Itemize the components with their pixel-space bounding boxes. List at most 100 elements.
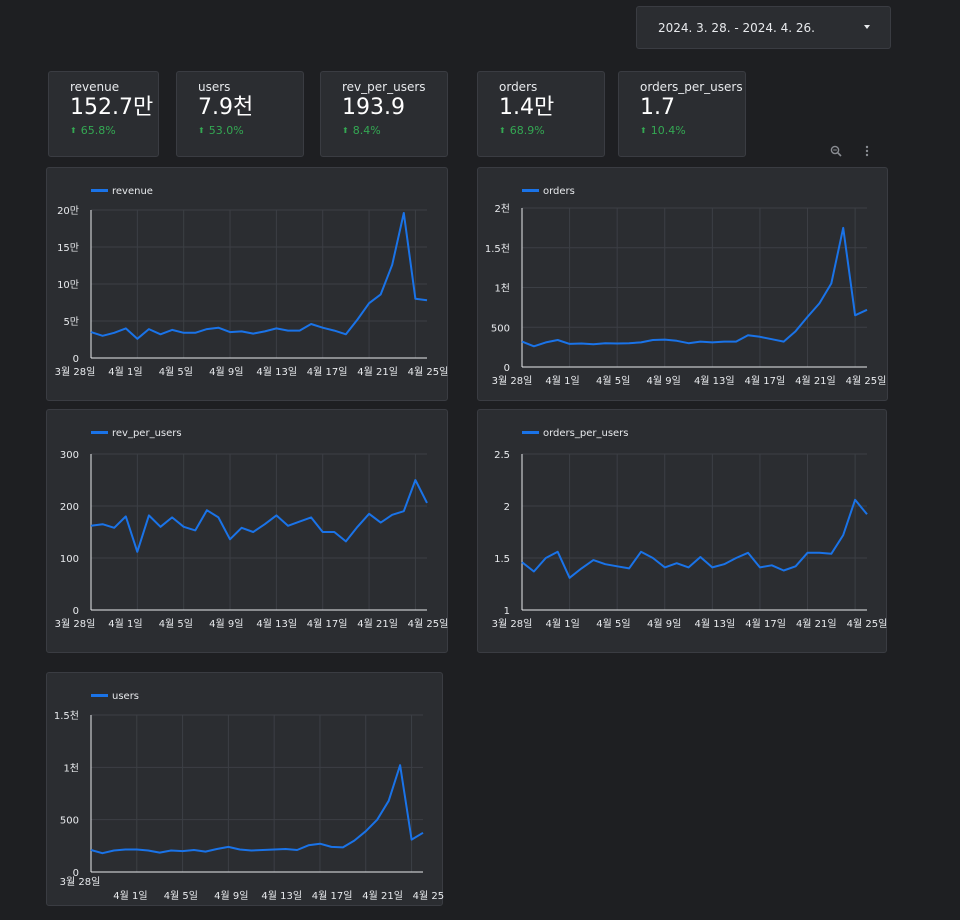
x-tick-label: 4월 21일 [796,618,837,630]
x-tick-label: 3월 28일 [492,375,533,387]
x-tick-label: 4월 21일 [357,366,398,378]
zoom-icon-glyph [830,145,842,157]
scorecard-revenue[interactable]: revenue 152.7만 ⬆ 65.8% [48,71,159,157]
legend-label: users [112,691,139,702]
y-tick-label: 2천 [494,203,510,215]
y-tick-label: 200 [60,502,79,513]
chart-orders-per-users[interactable]: orders_per_users 1 1.5 2 2.5 3월 28일 4월 1일 4월 5일… [477,409,887,653]
x-tick-label: 4월 13일 [261,890,302,902]
scorecard-delta: ⬆ 8.4% [342,124,447,137]
legend-label: rev_per_users [112,428,182,439]
legend-swatch [522,189,539,192]
series-line [90,764,424,855]
legend-label: orders [543,186,575,197]
arrow-up-icon: ⬆ [70,126,77,135]
x-tick-label: 4월 25일 [408,366,449,378]
arrow-up-icon: ⬆ [198,126,205,135]
y-tick-label: 1.5 [494,554,510,565]
legend-label: revenue [112,186,153,197]
x-tick-label: 3월 28일 [492,618,533,630]
scorecard-orders[interactable]: orders 1.4만 ⬆ 68.9% [477,71,605,157]
scorecard-users[interactable]: users 7.9천 ⬆ 53.0% [176,71,304,157]
y-tick-label: 10만 [57,279,79,291]
chart-orders[interactable]: orders 0 500 1천 1.5천 2천 3월 28일 4월 1일 4월 5일 4월 9일 4… [477,167,888,401]
y-tick-label: 1천 [494,283,510,295]
series-line [90,212,428,340]
x-tick-label: 4월 13일 [256,618,297,630]
y-tick-label: 2 [504,502,510,513]
scorecard-value: 7.9천 [198,95,254,120]
y-tick-label: 0 [73,868,79,879]
legend-swatch [522,431,539,434]
y-tick-label: 100 [60,554,79,565]
x-tick-label: 4월 17일 [745,618,786,630]
x-tick-label: 4월 5일 [164,890,198,902]
chart-users[interactable]: users 0 500 1천 1.5천 3월 28일 4월 1일 4월 5일 4월 9일 4월 1… [46,672,444,906]
x-tick-label: 4월 13일 [694,375,735,387]
scorecard-label: rev_per_users [342,80,426,94]
x-tick-label: 4월 9일 [647,375,681,387]
x-tick-label: 4월 9일 [647,618,681,630]
x-tick-label: 4월 9일 [214,890,248,902]
zoom-icon[interactable] [829,145,843,159]
scorecard-delta: ⬆ 10.4% [640,124,745,137]
scorecard-label: orders_per_users [640,80,743,94]
x-tick-label: 4월 5일 [596,375,630,387]
x-tick-label: 4월 21일 [362,890,403,902]
scorecard-value: 1.7 [640,95,675,120]
chart-svg: orders 0 500 1천 1.5천 2천 3월 28일 4월 1일 4월 5일 4월 9일 4… [485,186,887,387]
arrow-up-icon: ⬆ [342,126,349,135]
x-tick-label: 4월 1일 [108,366,142,378]
legend-swatch [91,189,108,192]
y-tick-label: 0 [73,606,79,617]
y-tick-label: 1천 [63,762,79,774]
scorecard-orders-per-users[interactable]: orders_per_users 1.7 ⬆ 10.4% [618,71,746,157]
chart-svg: users 0 500 1천 1.5천 3월 28일 4월 1일 4월 5일 4월 9일 4월 1… [54,691,444,902]
y-tick-label: 1.5천 [54,710,79,722]
date-range-picker[interactable]: 2024. 3. 28. - 2024. 4. 26. [636,6,891,49]
x-tick-label: 4월 13일 [695,618,736,630]
scorecard-rev-per-users[interactable]: rev_per_users 193.9 ⬆ 8.4% [320,71,448,157]
y-tick-label: 0 [504,363,510,374]
x-tick-label: 4월 1일 [545,375,579,387]
y-tick-label: 500 [491,323,510,334]
y-tick-label: 1 [504,606,510,617]
scorecard-delta-value: 53.0% [208,124,244,137]
x-tick-label: 4월 17일 [307,366,348,378]
chart-revenue[interactable]: revenue 0 5만 10만 15만 20만 3월 28일 4월 1일 4월 5일 4월 9일… [46,167,448,401]
scorecard-delta: ⬆ 65.8% [70,124,158,137]
x-tick-label: 4월 5일 [596,618,630,630]
x-tick-label: 4월 1일 [113,890,147,902]
chart-rev-per-users[interactable]: rev_per_users 0 100 200 300 3월 28일 4월 1일 4월 5일 4… [46,409,448,653]
y-tick-label: 0 [73,354,79,365]
y-tick-label: 500 [60,816,79,827]
x-tick-label: 4월 1일 [546,618,580,630]
x-tick-label: 4월 25일 [413,890,444,902]
scorecard-value: 1.4만 [499,95,555,120]
arrow-up-icon: ⬆ [640,126,647,135]
x-tick-label: 4월 25일 [846,375,887,387]
more-vert-icon[interactable] [860,145,874,159]
scorecard-label: orders [499,80,538,94]
x-tick-label: 4월 13일 [256,366,297,378]
y-tick-label: 1.5천 [485,243,510,255]
scorecard-delta-value: 65.8% [80,124,116,137]
arrow-up-icon: ⬆ [499,126,506,135]
y-tick-label: 15만 [57,242,79,254]
x-tick-label: 4월 21일 [795,375,836,387]
scorecard-delta: ⬆ 68.9% [499,124,604,137]
x-tick-label: 4월 17일 [307,618,348,630]
date-range-label: 2024. 3. 28. - 2024. 4. 26. [658,20,815,35]
x-tick-label: 4월 25일 [847,618,888,630]
x-tick-label: 4월 17일 [745,375,786,387]
x-tick-label: 4월 5일 [159,366,193,378]
x-tick-label: 3월 28일 [60,876,101,888]
x-tick-label: 3월 28일 [55,366,96,378]
chart-svg: revenue 0 5만 10만 15만 20만 3월 28일 4월 1일 4월 5일 4월 9일… [55,186,449,378]
legend-swatch [91,431,108,434]
x-tick-label: 4월 9일 [209,618,243,630]
y-tick-label: 2.5 [494,450,510,461]
x-tick-label: 4월 5일 [159,618,193,630]
y-tick-label: 5만 [63,316,79,328]
scorecard-value: 193.9 [342,95,405,120]
